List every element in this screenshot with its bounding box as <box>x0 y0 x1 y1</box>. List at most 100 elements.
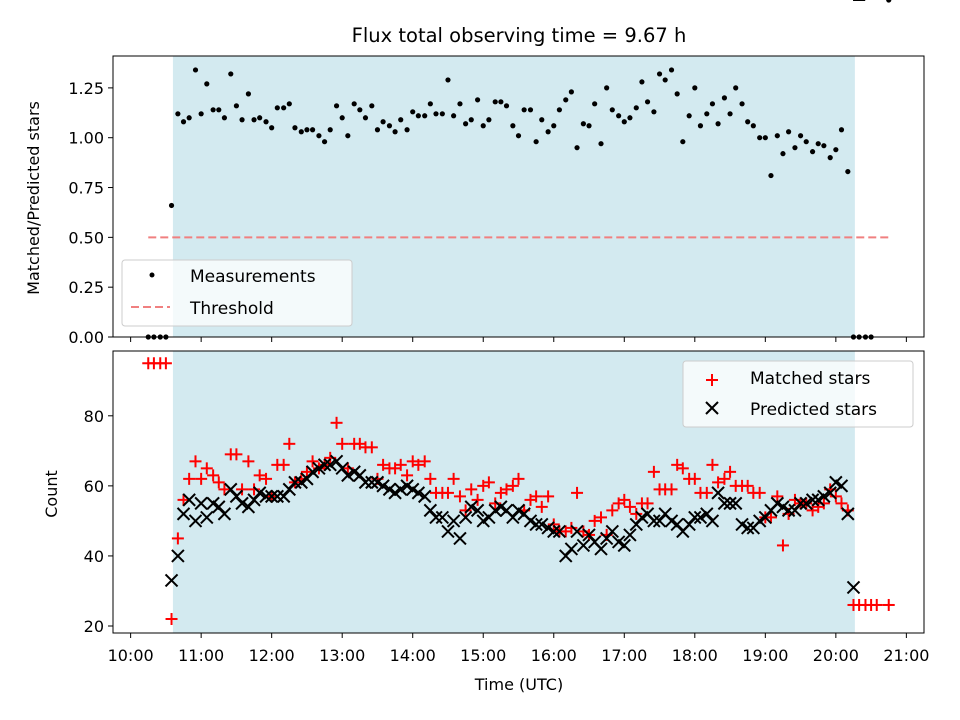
predicted-star-point <box>570 524 584 539</box>
x-tick-label: 21:00 <box>883 646 929 665</box>
predicted-star-point <box>323 458 337 472</box>
measurement-point <box>239 117 245 123</box>
x-tick-label: 15:00 <box>460 646 506 665</box>
measurement-point <box>168 202 175 209</box>
matched-star-point <box>688 472 701 485</box>
measurement-point <box>604 85 610 91</box>
x-tick-label: 13:00 <box>319 646 365 665</box>
predicted-star-point <box>728 496 743 511</box>
measurement-point <box>709 101 716 107</box>
predicted-star-point <box>717 496 732 511</box>
y-tick-label: 0.75 <box>68 179 104 198</box>
count-x-axis: 10:00 11:00 12:00 13:00 14:00 15:00 16:00 17:00… <box>108 633 929 665</box>
matched-star-point <box>870 598 883 611</box>
matched-star-point <box>630 507 643 520</box>
matched-star-point <box>412 458 425 471</box>
legend-measurements-marker <box>149 272 155 278</box>
ratio-y-axis-label: Matched/Predicted stars <box>24 101 43 295</box>
measurement-point <box>580 121 586 127</box>
measurement-point <box>374 127 381 133</box>
matched-star-point <box>183 472 196 485</box>
measurement-point <box>415 113 421 119</box>
measurement-point <box>838 127 845 133</box>
measurement-point <box>721 95 728 101</box>
matched-star-point <box>882 598 895 611</box>
matched-star-point <box>535 500 548 513</box>
measurement-point <box>292 125 298 131</box>
measurement-point <box>251 117 257 123</box>
measurement-point <box>221 115 228 121</box>
predicted-star-point <box>693 510 708 525</box>
count-legend: Matched stars Predicted stars <box>682 360 914 428</box>
measurement-point <box>351 101 357 107</box>
x-tick-label: 16:00 <box>531 646 577 665</box>
predicted-star-point <box>252 486 267 500</box>
predicted-star-point <box>617 538 631 553</box>
measurement-point <box>510 123 516 129</box>
measurement-point <box>627 115 633 121</box>
measurement-point <box>175 111 181 117</box>
measurement-point <box>668 67 675 73</box>
measurement-point <box>797 133 804 139</box>
matched-star-point <box>465 483 478 496</box>
matched-star-point <box>547 518 560 531</box>
measurement-point <box>551 123 557 129</box>
measurements-series <box>145 0 892 340</box>
predicted-star-point <box>171 549 185 563</box>
measurement-point <box>686 113 692 119</box>
measurement-point <box>357 107 363 113</box>
measurement-point <box>422 113 428 119</box>
y-tick-label: 20 <box>84 617 104 636</box>
measurement-point <box>521 107 527 113</box>
measurement-point <box>503 103 510 109</box>
measurement-point <box>380 119 386 125</box>
ratio-legend-box <box>121 259 353 327</box>
measurement-point <box>616 113 622 119</box>
matched-star-point <box>200 462 213 475</box>
predicted-star-point <box>723 496 737 511</box>
chart-title: Flux total observing time = 9.67 h <box>352 24 687 47</box>
count-panel-frame <box>112 350 925 634</box>
y-tick-label: 1.00 <box>68 129 104 148</box>
measurement-point <box>427 101 433 107</box>
matched-star-point <box>306 455 319 468</box>
measurement-point <box>792 145 798 151</box>
measurement-point <box>545 129 551 135</box>
matched-star-point <box>195 472 208 485</box>
measurement-point <box>827 155 833 161</box>
measurement-point <box>568 89 574 95</box>
measurement-point <box>228 71 234 77</box>
measurement-point <box>439 111 445 117</box>
measurement-point <box>733 85 739 91</box>
matched-star-point <box>700 486 713 499</box>
predicted-star-point <box>376 479 390 493</box>
predicted-star-point <box>805 493 820 507</box>
measurement-point <box>498 99 504 105</box>
predicted-star-point <box>458 510 473 525</box>
matched-star-point <box>441 486 454 499</box>
y-tick-label: 80 <box>84 407 104 426</box>
measurement-point <box>586 123 592 129</box>
matched-star-point <box>530 490 543 503</box>
matched-star-point <box>418 455 431 468</box>
measurement-point <box>845 168 851 175</box>
measurement-point <box>398 117 404 123</box>
measurement-point <box>539 117 545 123</box>
matched-star-point <box>571 486 584 499</box>
matched-star-point <box>471 493 484 506</box>
measurement-point <box>216 107 222 113</box>
predicted-star-point <box>270 489 285 504</box>
measurement-point <box>492 99 498 105</box>
matched-star-point <box>482 476 495 489</box>
predicted-star-point <box>605 524 620 539</box>
matched-star-point <box>606 504 619 517</box>
x-tick-label: 11:00 <box>178 646 224 665</box>
matched-star-point <box>394 458 407 471</box>
x-tick-label: 20:00 <box>813 646 859 665</box>
measurement-point <box>445 77 451 83</box>
predicted-star-point <box>365 475 379 490</box>
matched-star-point <box>260 472 273 485</box>
predicted-star-point <box>781 503 796 518</box>
y-tick-label: 0.50 <box>68 228 104 247</box>
measurement-point <box>745 119 751 125</box>
